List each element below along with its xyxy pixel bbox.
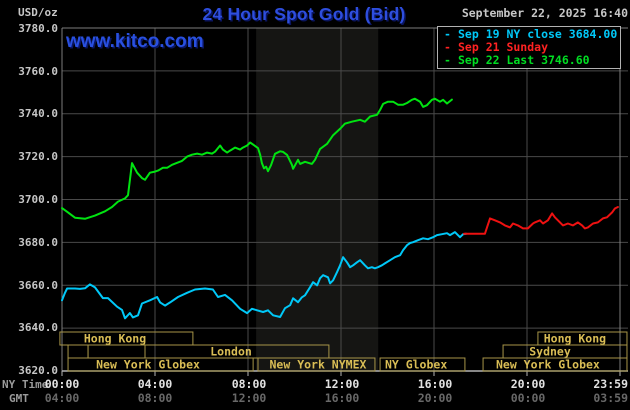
gmt-label: GMT bbox=[9, 392, 29, 405]
x-axis-ny-tick-label: 20:00 bbox=[510, 377, 546, 391]
x-axis-gmt-tick-label: 00:00 bbox=[510, 391, 546, 405]
unit-label: USD/oz bbox=[18, 6, 58, 19]
legend-dash-icon: - bbox=[444, 40, 451, 54]
legend-dash-icon: - bbox=[444, 27, 451, 41]
y-axis-tick-label: 3680.0 bbox=[18, 236, 58, 249]
session-label: Sydney bbox=[529, 345, 571, 359]
y-axis-tick-label: 3660.0 bbox=[18, 279, 58, 292]
legend-item-sep22: - Sep 22 Last 3746.60 bbox=[444, 54, 620, 67]
x-axis-ny-tick-label: 23:59 bbox=[593, 377, 628, 391]
session-label: New York Globex bbox=[96, 358, 200, 372]
x-axis-gmt-tick-label: 16:00 bbox=[324, 391, 360, 405]
session-label: New York NYMEX bbox=[270, 358, 367, 372]
y-axis-tick-label: 3640.0 bbox=[18, 321, 58, 334]
legend-item-label: Sep 21 Sunday bbox=[458, 40, 549, 54]
x-axis-gmt-tick-label: 03:59 bbox=[593, 391, 628, 405]
x-axis-gmt-tick-label: 20:00 bbox=[417, 391, 453, 405]
session-label: Hong Kong bbox=[84, 332, 146, 346]
y-axis-tick-label: 3720.0 bbox=[18, 150, 58, 163]
session-label: NY Globex bbox=[385, 358, 447, 372]
legend-item-sep21: - Sep 21 Sunday bbox=[444, 41, 620, 54]
session-box bbox=[87, 344, 146, 359]
legend-item-sep19: - Sep 19 NY close 3684.00 bbox=[444, 28, 620, 41]
x-axis-ny-tick-label: 12:00 bbox=[324, 377, 360, 391]
session-box bbox=[482, 357, 628, 372]
session-label: New York Globex bbox=[496, 358, 600, 372]
session-box bbox=[379, 357, 466, 372]
legend-dash-icon: - bbox=[444, 53, 451, 67]
x-axis-gmt-tick-label: 08:00 bbox=[137, 391, 173, 405]
legend-item-label: Sep 22 Last 3746.60 bbox=[458, 53, 590, 67]
x-axis-ny-tick-label: 08:00 bbox=[231, 377, 267, 391]
session-box bbox=[67, 357, 254, 372]
legend-item-label: Sep 19 NY close 3684.00 bbox=[458, 27, 618, 41]
series-line-sep-19-ny-close bbox=[61, 231, 468, 320]
x-axis-ny-tick-label: 04:00 bbox=[137, 377, 173, 391]
series-line-sep-21-sunday bbox=[463, 206, 619, 235]
series-line-sep-22-last bbox=[61, 97, 453, 220]
page-title: 24 Hour Spot Gold (Bid) bbox=[202, 4, 406, 24]
session-label: Hong Kong bbox=[544, 332, 606, 346]
y-axis-tick-label: 3620.0 bbox=[18, 364, 58, 377]
x-axis-gmt-tick-label: 12:00 bbox=[231, 391, 267, 405]
y-axis-tick-label: 3700.0 bbox=[18, 193, 58, 206]
session-box bbox=[67, 344, 89, 359]
x-axis-ny-tick-label: 16:00 bbox=[417, 377, 453, 391]
ny-time-label: NY Time bbox=[2, 378, 49, 391]
y-axis-tick-label: 3740.0 bbox=[18, 107, 58, 120]
datetime-label: September 22, 2025 16:40 bbox=[461, 6, 628, 20]
session-label: London bbox=[210, 345, 252, 359]
legend: - Sep 19 NY close 3684.00 - Sep 21 Sunday … bbox=[437, 26, 621, 69]
session-box bbox=[257, 357, 376, 372]
y-axis-tick-label: 3760.0 bbox=[18, 65, 58, 78]
x-axis-ny-tick-label: 00:00 bbox=[44, 377, 80, 391]
x-axis-gmt-tick-label: 04:00 bbox=[44, 391, 80, 405]
kitco-watermark-link[interactable]: www.kitco.com bbox=[66, 31, 204, 52]
y-axis-tick-label: 3780.0 bbox=[18, 22, 58, 35]
